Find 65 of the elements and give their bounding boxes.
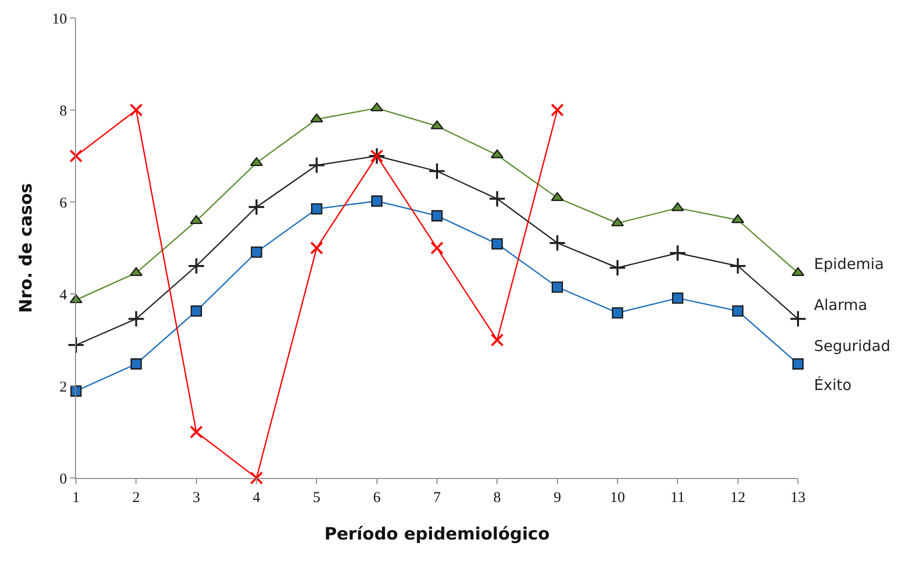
point	[250, 246, 262, 258]
text: Éxito	[814, 376, 852, 394]
text: Seguridad	[814, 337, 890, 355]
point	[308, 156, 326, 174]
y-tick-label: 6	[60, 195, 68, 212]
point	[430, 120, 444, 130]
point	[250, 157, 263, 166]
x-tick-label: 5	[312, 490, 320, 506]
point	[130, 358, 142, 370]
point	[70, 150, 82, 162]
y-tick-label: 2	[60, 379, 67, 396]
point	[729, 257, 747, 275]
point	[190, 426, 203, 438]
point	[67, 336, 85, 354]
x-tick-label: 3	[192, 490, 200, 506]
point	[789, 310, 807, 328]
point	[490, 149, 504, 158]
text: Epidemia	[814, 255, 884, 273]
point	[731, 214, 744, 224]
x-tick-label: 8	[493, 490, 501, 506]
x-tick-label: 11	[670, 490, 685, 506]
point	[552, 281, 563, 293]
y-axis-title: Nro. de casos	[16, 183, 37, 313]
point	[428, 162, 446, 180]
point	[671, 202, 684, 212]
point	[130, 104, 143, 116]
point	[792, 358, 804, 370]
x-tick-label: 6	[373, 490, 382, 506]
x-tick-label: 12	[730, 490, 746, 506]
point	[732, 305, 744, 317]
point	[188, 257, 206, 275]
point	[548, 234, 566, 252]
point	[488, 190, 506, 208]
point	[250, 472, 263, 484]
point	[190, 305, 202, 317]
point	[490, 334, 504, 346]
x-axis-title: Período epidemiológico	[324, 524, 550, 544]
point	[190, 215, 203, 224]
point	[550, 104, 564, 116]
point	[371, 195, 382, 207]
point	[430, 242, 444, 254]
point	[668, 244, 686, 262]
x-tick-label: 2	[132, 490, 140, 506]
point	[310, 242, 324, 254]
x-tick-label: 7	[433, 490, 442, 506]
x-tick-label: 1	[72, 490, 80, 506]
point	[311, 203, 322, 215]
x-tick-label: 9	[554, 490, 562, 506]
y-tick-label: 10	[52, 11, 67, 28]
point	[550, 192, 564, 202]
point	[70, 294, 82, 304]
point	[492, 238, 503, 250]
point	[608, 259, 626, 276]
y-tick-label: 0	[60, 471, 67, 488]
text: Alarma	[814, 296, 868, 314]
point	[672, 292, 684, 304]
point	[127, 310, 145, 328]
x-tick-label: 10	[610, 490, 625, 506]
y-tick-label: 8	[60, 103, 67, 120]
x-tick-label: 4	[252, 490, 261, 506]
point	[612, 307, 624, 319]
x-tick-label: 13	[790, 490, 806, 506]
y-tick-label: 4	[60, 287, 68, 304]
point	[248, 198, 266, 216]
point	[431, 210, 443, 222]
